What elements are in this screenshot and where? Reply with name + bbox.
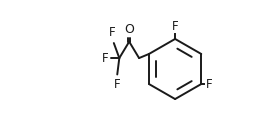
Text: F: F	[109, 26, 115, 39]
Text: O: O	[124, 22, 134, 35]
Text: F: F	[102, 52, 108, 65]
Text: F: F	[114, 78, 121, 91]
Text: F: F	[206, 78, 212, 91]
Text: F: F	[172, 20, 178, 33]
